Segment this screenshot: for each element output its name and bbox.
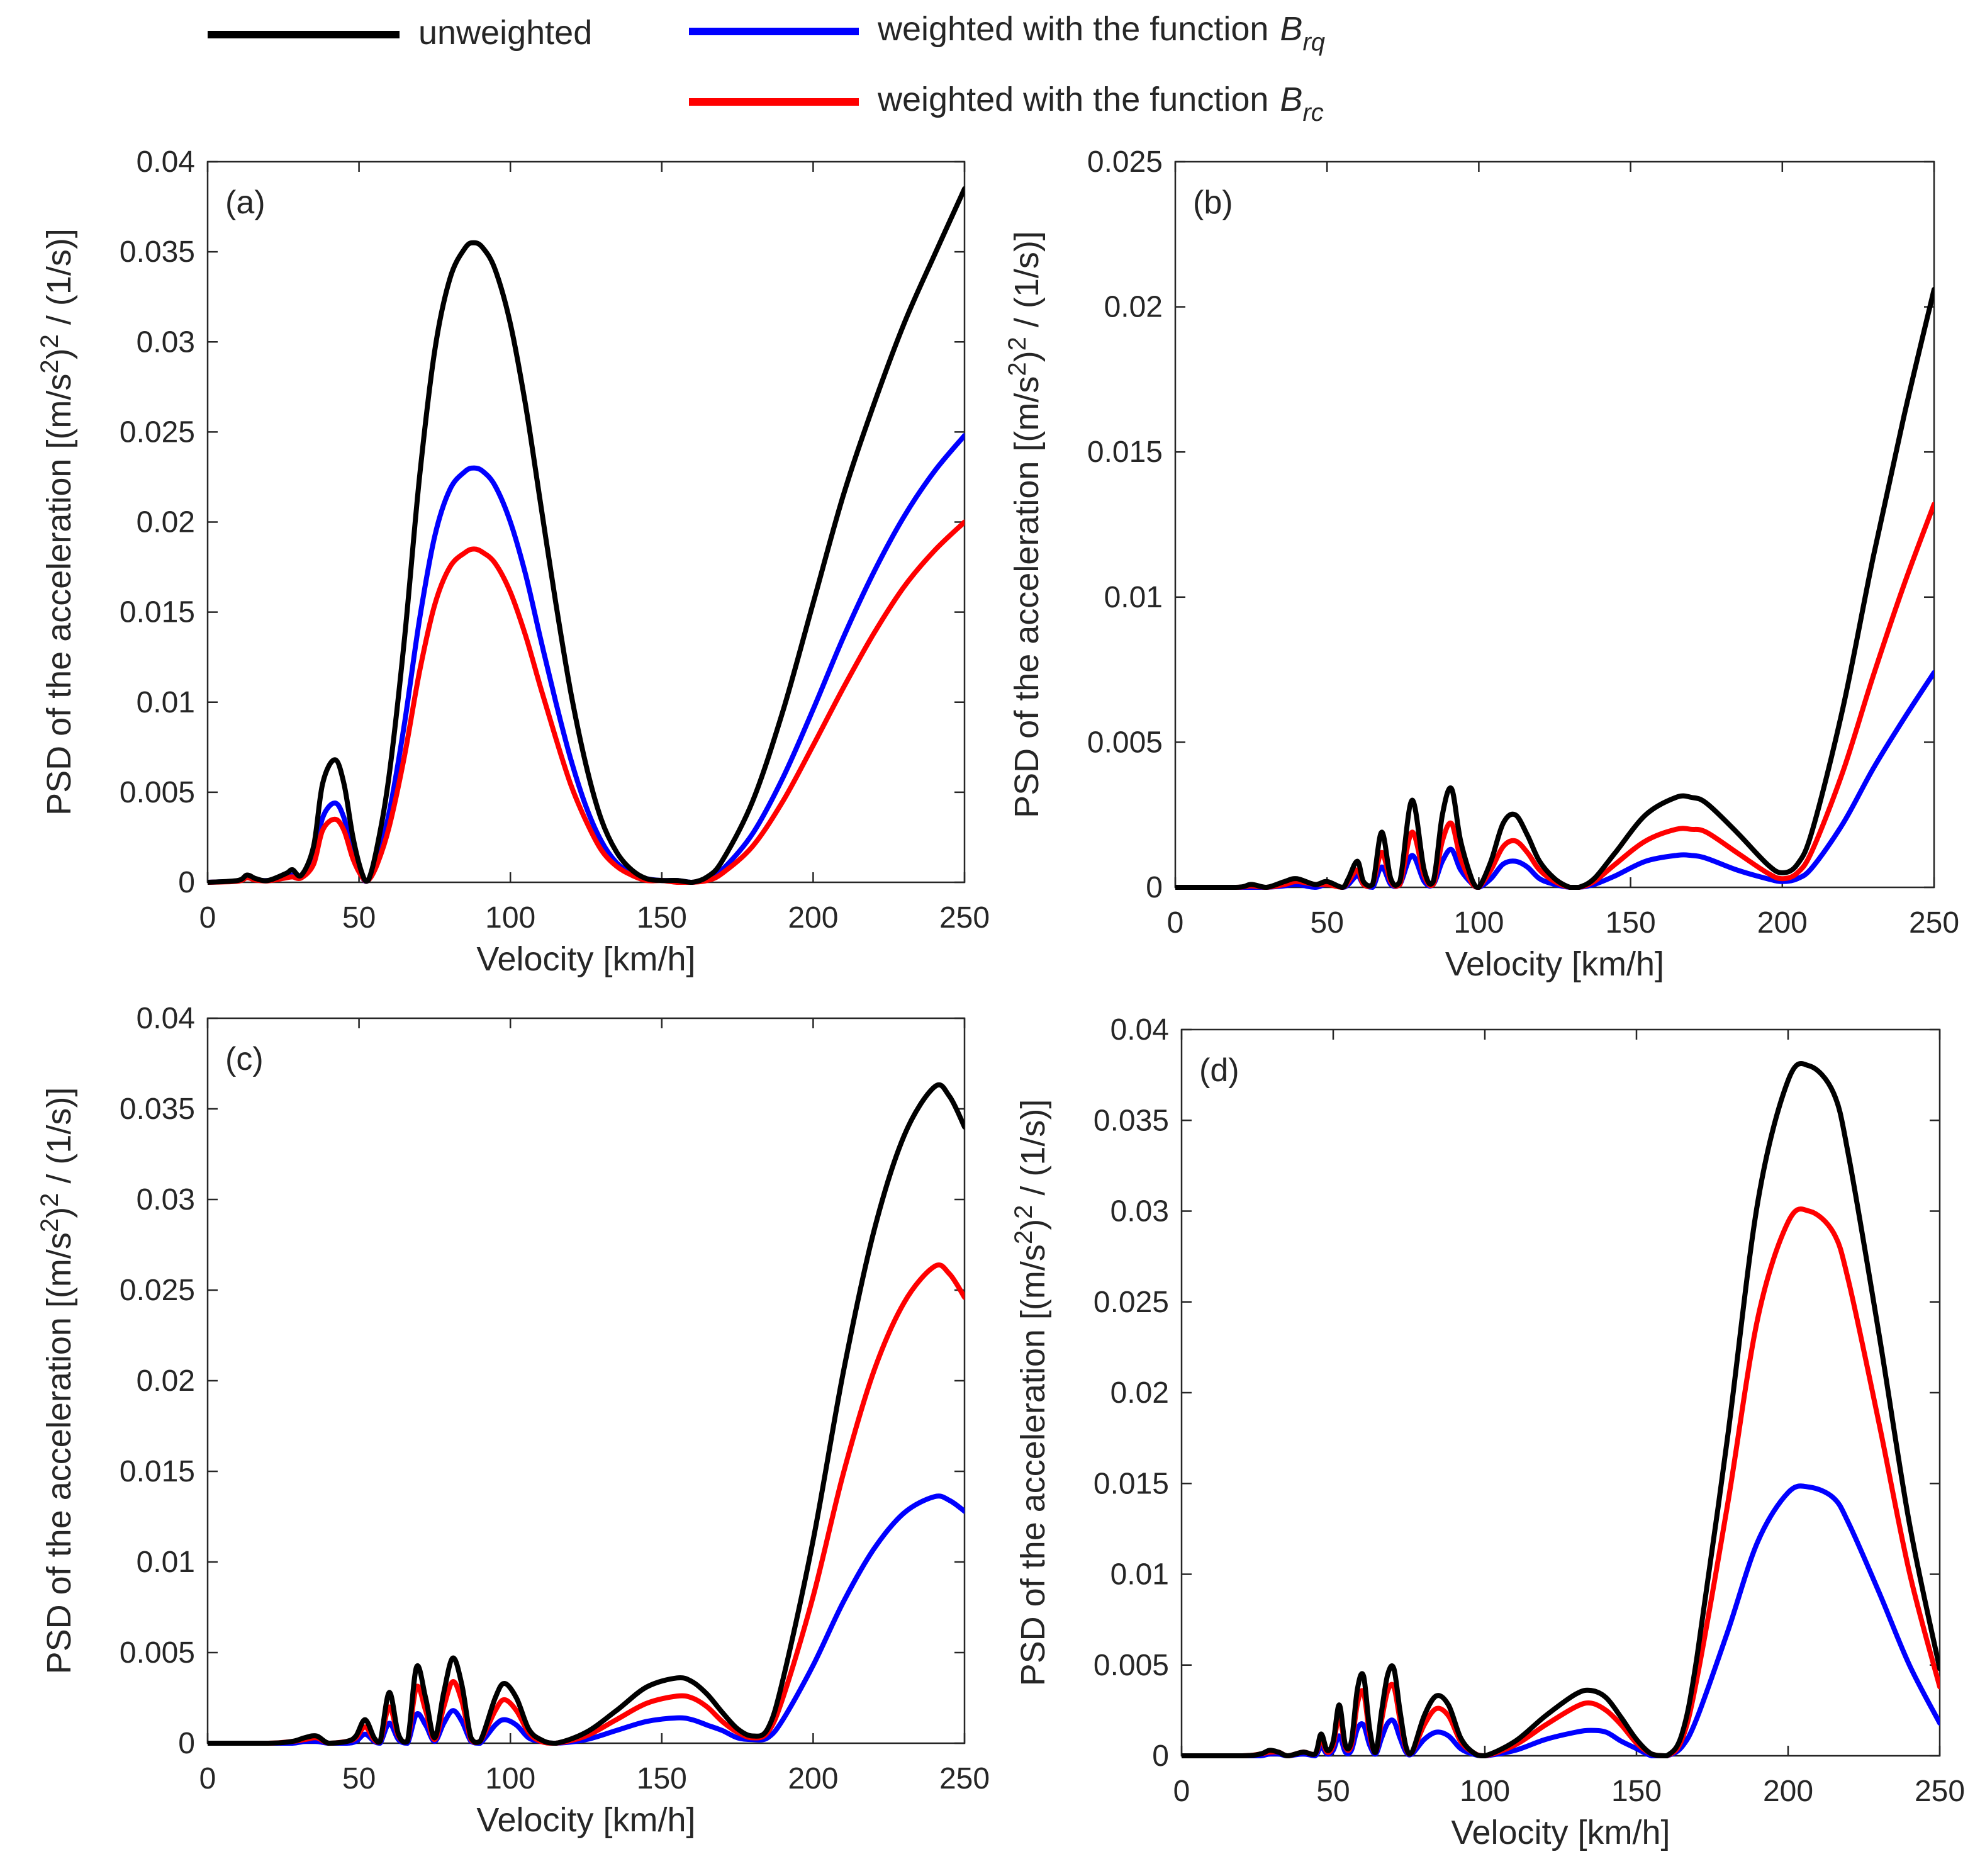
panel-b-x-tick-label: 100 [1453, 906, 1504, 940]
panel-c-series-brq [208, 1493, 965, 1746]
panel-c-y-tick-label: 0.025 [120, 1274, 195, 1307]
panel-a-label: (a) [225, 184, 266, 221]
panel-a-y-tick-label: 0.04 [137, 145, 195, 179]
panel-c-y-tick-label: 0.04 [137, 1002, 195, 1035]
panel-b-y-tick-label: 0.025 [1087, 145, 1163, 179]
panel-a-x-tick-label: 200 [788, 901, 838, 935]
panel-b-y-axis-label: PSD of the acceleration [(m/s2)2 / (1/s)… [1004, 231, 1046, 818]
panel-d: 0 50 100 150 200 250 0 0.005 0.01 0.015 0.02 0.025 0… [1010, 1013, 1965, 1851]
panel-b-frame [1174, 160, 1935, 889]
panel-a: 0 50 100 150 200 250 0 0.005 0.01 0.015 0.02 0.025 0… [36, 145, 990, 978]
panel-a-y-tick-label: 0.025 [120, 415, 195, 449]
panel-d-y-tick-label: 0.035 [1093, 1104, 1169, 1137]
panel-b-x-axis-label: Velocity [km/h] [1445, 945, 1664, 983]
panel-b-series-unweighted [1175, 286, 1934, 890]
panel-a-x-axis-label: Velocity [km/h] [476, 940, 695, 978]
panel-c: 0 50 100 150 200 250 0 0.005 0.01 0.015 0.02 0.025 0… [36, 1002, 990, 1839]
panel-d-y-tick-label: 0.02 [1110, 1376, 1169, 1410]
panel-d-series-unweighted [1182, 1061, 1940, 1758]
panel-a-x-tick-label: 250 [939, 901, 990, 935]
panel-c-series-unweighted [208, 1082, 965, 1746]
panel-a-y-tick-label: 0.035 [120, 235, 195, 269]
panel-d-x-tick-label: 200 [1763, 1775, 1813, 1808]
panel-c-y-tick-label: 0.005 [120, 1636, 195, 1670]
legend-label-unweighted: unweighted [418, 14, 592, 52]
panel-b-y-tick-label: 0.02 [1104, 291, 1163, 324]
panel-b-x-tick-label: 50 [1311, 906, 1344, 940]
panel-d-y-tick-label: 0 [1152, 1739, 1169, 1773]
panel-d-x-axis-label: Velocity [km/h] [1451, 1814, 1670, 1851]
panel-a-y-tick-label: 0.015 [120, 596, 195, 629]
panel-b-label: (b) [1193, 184, 1233, 221]
panel-a-y-tick-label: 0 [178, 866, 195, 899]
panel-b-x-tick-label: 150 [1606, 906, 1656, 940]
panel-c-y-tick-label: 0.02 [137, 1364, 195, 1398]
panel-d-x-tick-label: 100 [1460, 1775, 1510, 1808]
legend-item-brc: weighted with the function Brc [689, 81, 1324, 126]
panel-d-x-tick-label: 0 [1173, 1775, 1190, 1808]
panel-b: 0 50 100 150 200 250 0 0.005 0.01 0.015 0.02 0.025 (… [1004, 145, 1959, 983]
panel-c-series-brc [208, 1262, 965, 1746]
legend: unweighted weighted with the function Brq… [208, 10, 1325, 126]
panel-d-y-tick-label: 0.025 [1093, 1286, 1169, 1319]
panel-d-y-tick-label: 0.03 [1110, 1195, 1169, 1228]
panel-c-y-tick-label: 0.03 [137, 1183, 195, 1216]
legend-label-brq-text: weighted with the function [877, 10, 1268, 48]
panel-b-x-tick-label: 0 [1167, 906, 1184, 940]
panel-a-x-tick-label: 50 [342, 901, 376, 935]
legend-label-brc: weighted with the function Brc [877, 81, 1324, 126]
panel-d-y-tick-label: 0.04 [1110, 1013, 1169, 1047]
panel-c-y-tick-label: 0.015 [120, 1455, 195, 1488]
panel-d-label: (d) [1199, 1052, 1239, 1089]
panel-a-y-tick-label: 0.02 [137, 506, 195, 539]
panel-a-y-tick-label: 0.005 [120, 776, 195, 809]
panel-d-y-tick-label: 0.005 [1093, 1649, 1169, 1682]
panel-b-y-tick-label: 0.015 [1087, 435, 1163, 469]
panel-a-y-axis-label: PSD of the acceleration [(m/s2)2 / (1/s)… [36, 228, 78, 816]
panel-c-y-tick-label: 0.01 [137, 1546, 195, 1579]
panel-d-x-tick-label: 150 [1611, 1775, 1662, 1808]
panel-c-x-axis-label: Velocity [km/h] [476, 1801, 695, 1839]
legend-item-unweighted: unweighted [208, 14, 592, 52]
legend-label-brc-text: weighted with the function [877, 81, 1268, 118]
panel-d-y-tick-label: 0.015 [1093, 1467, 1169, 1500]
panel-a-series-unweighted [208, 186, 965, 885]
panel-b-x-tick-label: 250 [1909, 906, 1959, 940]
panel-a-x-tick-label: 150 [637, 901, 687, 935]
panel-d-x-tick-label: 50 [1316, 1775, 1350, 1808]
panel-c-x-tick-label: 200 [788, 1762, 838, 1795]
panel-d-y-tick-label: 0.01 [1110, 1558, 1169, 1592]
panel-c-x-tick-label: 50 [342, 1762, 376, 1795]
panel-c-y-axis-label: PSD of the acceleration [(m/s2)2 / (1/s)… [36, 1087, 78, 1675]
panel-b-x-tick-label: 200 [1757, 906, 1808, 940]
panel-a-y-tick-label: 0.03 [137, 325, 195, 359]
panel-a-series-brc [208, 519, 965, 885]
panel-b-y-tick-label: 0.005 [1087, 726, 1163, 759]
panel-c-x-tick-label: 0 [199, 1762, 216, 1795]
legend-item-brq: weighted with the function Brq [689, 10, 1325, 56]
panel-c-x-tick-label: 250 [939, 1762, 990, 1795]
panel-b-y-tick-label: 0.01 [1104, 581, 1163, 614]
panel-d-y-axis-label: PSD of the acceleration [(m/s2)2 / (1/s)… [1010, 1099, 1052, 1687]
panel-c-y-tick-label: 0 [178, 1727, 195, 1760]
panel-a-y-tick-label: 0.01 [137, 686, 195, 719]
panel-a-x-tick-label: 100 [485, 901, 535, 935]
panel-b-y-tick-label: 0 [1146, 871, 1163, 904]
panel-c-x-tick-label: 100 [485, 1762, 535, 1795]
panel-d-x-tick-label: 250 [1915, 1775, 1965, 1808]
panel-c-x-tick-label: 150 [637, 1762, 687, 1795]
legend-label-brq: weighted with the function Brq [877, 10, 1325, 56]
panel-a-x-tick-label: 0 [199, 901, 216, 935]
panel-c-label: (c) [225, 1041, 264, 1077]
panel-c-y-tick-label: 0.035 [120, 1092, 195, 1126]
